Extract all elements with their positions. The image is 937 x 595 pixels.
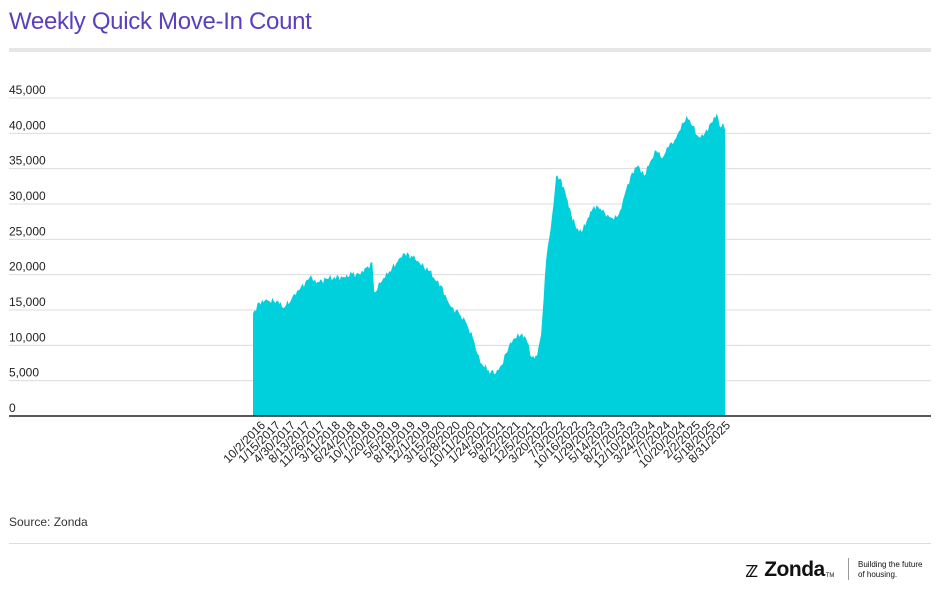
x-axis-ticks: 10/2/20161/15/20174/30/20178/13/201711/2… <box>220 418 733 471</box>
y-axis-ticks: 0 5,000 10,000 15,000 20,000 25,000 30,000 35,0… <box>9 83 46 415</box>
footer-divider <box>9 543 931 544</box>
source-note: Source: Zonda <box>9 515 88 529</box>
chart-title: Weekly Quick Move-In Count <box>9 8 312 35</box>
y-tick-label: 40,000 <box>9 118 46 132</box>
logo-tagline-line-2: of housing. <box>858 570 898 579</box>
y-tick-label: 0 <box>9 401 16 415</box>
zonda-z-icon: 𝕫 <box>745 557 759 582</box>
y-tick-label: 35,000 <box>9 154 46 168</box>
logo-wordmark: Zonda <box>764 558 825 581</box>
logo-tagline-line-1: Building the future <box>858 560 923 569</box>
grid-lines <box>9 97 931 382</box>
title-divider <box>9 48 931 52</box>
quick-move-in-area <box>253 113 725 416</box>
zonda-logo: 𝕫 Zonda TM <box>745 557 834 583</box>
logo-tagline: Building the future of housing. <box>858 560 936 580</box>
logo-separator <box>848 558 849 580</box>
y-tick-label: 25,000 <box>9 224 46 238</box>
y-tick-label: 10,000 <box>9 330 46 344</box>
y-tick-label: 15,000 <box>9 295 46 309</box>
area-chart: 0 5,000 10,000 15,000 20,000 25,000 30,000 35,0… <box>9 83 931 471</box>
y-tick-label: 20,000 <box>9 260 46 274</box>
y-tick-label: 30,000 <box>9 189 46 203</box>
y-tick-label: 45,000 <box>9 83 46 97</box>
logo-trademark: TM <box>825 573 835 579</box>
y-tick-label: 5,000 <box>9 366 39 380</box>
